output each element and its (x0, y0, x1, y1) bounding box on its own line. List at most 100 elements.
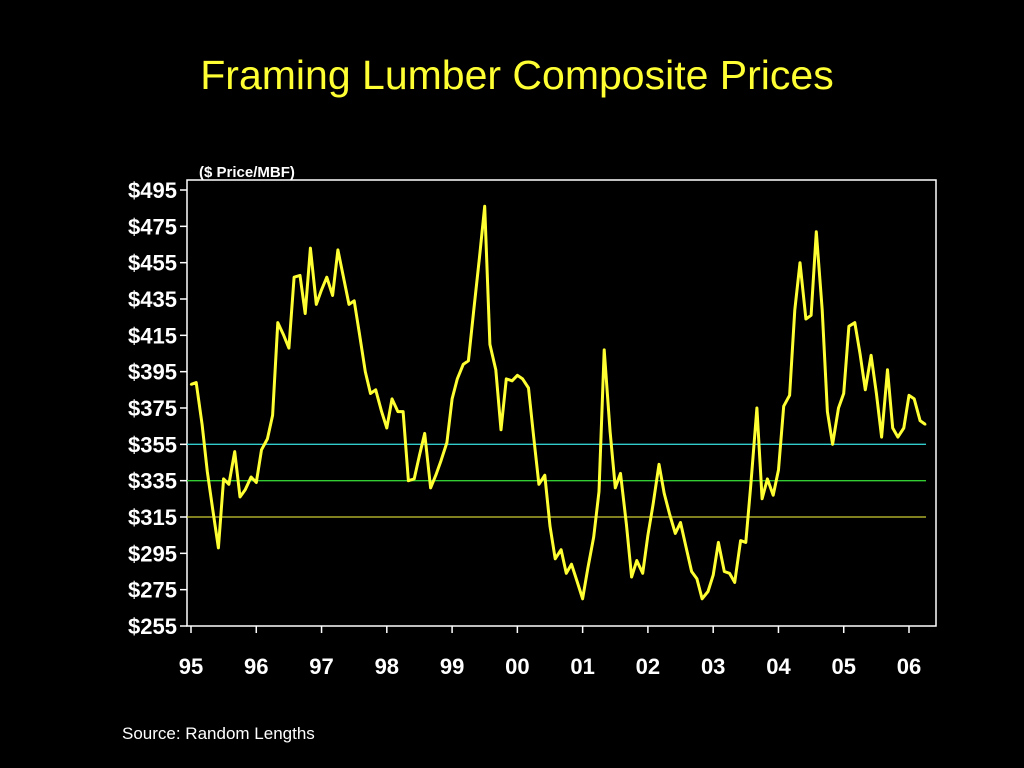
data-point (429, 486, 432, 490)
data-point (674, 532, 677, 535)
data-point (723, 570, 726, 573)
data-point (532, 435, 535, 439)
x-tick-label: 05 (831, 654, 855, 679)
slide-title: Framing Lumber Composite Prices (200, 52, 834, 98)
data-point (690, 570, 693, 573)
x-tick-label: 03 (701, 654, 725, 679)
data-point (651, 503, 655, 506)
reference-lines (187, 443, 926, 518)
data-point (576, 581, 579, 584)
data-point (510, 379, 514, 382)
data-point (380, 410, 383, 413)
data-point (325, 276, 328, 279)
data-point (423, 432, 426, 435)
data-point (439, 459, 443, 462)
data-point (635, 559, 638, 562)
data-point (304, 312, 307, 315)
data-point (902, 426, 905, 430)
data-point (847, 325, 851, 328)
y-tick-label: $415 (128, 323, 177, 348)
y-tick-label: $335 (128, 469, 177, 494)
data-point (924, 423, 927, 426)
price-series-line (190, 204, 927, 601)
data-point (282, 334, 285, 337)
y-tick-label: $455 (128, 251, 177, 276)
data-point (565, 572, 568, 575)
data-point (374, 388, 377, 391)
data-point (548, 524, 552, 528)
data-point (418, 454, 421, 457)
data-point (543, 474, 546, 477)
y-tick-label: $255 (128, 614, 177, 639)
y-tick-label: $295 (128, 541, 177, 566)
data-point (614, 486, 617, 490)
data-point (668, 512, 671, 515)
data-point (837, 406, 840, 410)
data-point (516, 374, 519, 377)
x-tick-label: 95 (179, 654, 203, 679)
data-point (336, 248, 340, 252)
data-point (488, 343, 492, 346)
data-point (309, 246, 312, 250)
data-point (793, 308, 796, 312)
data-points (189, 205, 927, 600)
data-point (684, 544, 687, 548)
x-tick-label: 02 (636, 654, 660, 679)
data-point (292, 276, 296, 279)
data-point (244, 488, 247, 491)
data-point (695, 577, 699, 580)
data-point (211, 506, 214, 510)
y-tick-label: $435 (128, 287, 177, 312)
x-tick-label: 99 (440, 654, 464, 679)
data-point (390, 397, 394, 401)
data-point (869, 354, 873, 357)
data-point (913, 397, 916, 401)
x-axis: 95 96 97 98 99 00 01 02 03 04 05 06 (179, 626, 921, 679)
data-point (472, 310, 475, 313)
data-point (505, 377, 508, 381)
data-point (712, 573, 715, 577)
lumber-price-chart: ($ Price/MBF) $495 $475 $455 $435 $415 $395 $3… (128, 164, 937, 679)
data-point (494, 368, 497, 371)
x-tick-label: 00 (505, 654, 529, 679)
data-point (728, 572, 731, 575)
data-point (456, 377, 459, 381)
data-point (657, 463, 661, 466)
plot-area (186, 179, 937, 627)
data-point (200, 423, 204, 426)
data-point (755, 406, 759, 410)
data-point (826, 410, 829, 413)
data-point (679, 521, 682, 524)
data-point (195, 381, 198, 384)
data-point (483, 205, 486, 208)
data-point (815, 230, 818, 233)
data-point (798, 261, 802, 264)
source-note: Source: Random Lengths (122, 724, 315, 743)
data-point (407, 479, 410, 482)
data-point (499, 428, 503, 431)
data-point (396, 410, 400, 413)
data-point (641, 572, 644, 575)
data-point (358, 332, 361, 335)
data-point (853, 321, 856, 324)
data-point (570, 563, 573, 566)
y-tick-label: $315 (128, 505, 177, 530)
data-point (809, 314, 813, 317)
data-point (298, 274, 302, 277)
data-point (521, 377, 524, 381)
data-point (276, 321, 279, 324)
data-point (369, 392, 372, 395)
data-point (630, 575, 633, 579)
data-point (287, 346, 291, 350)
data-point (739, 539, 742, 542)
data-point (554, 557, 557, 560)
plot-frame (186, 179, 937, 627)
data-point (227, 483, 231, 486)
data-point (255, 481, 258, 484)
data-point (320, 288, 323, 292)
data-point (266, 437, 269, 441)
data-point (353, 299, 356, 302)
data-point (646, 534, 650, 537)
data-point (608, 430, 612, 433)
y-axis-label: ($ Price/MBF) (199, 164, 295, 181)
